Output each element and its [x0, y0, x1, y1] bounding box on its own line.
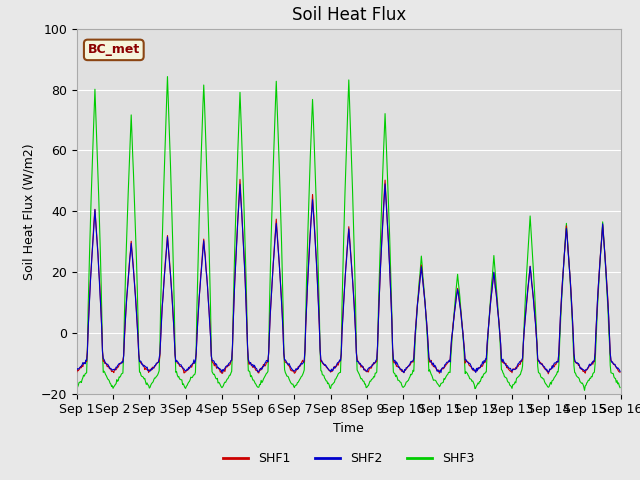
SHF3 [431, 377, 439, 383]
SHF2 [83, 358, 90, 363]
SHF3 [616, 385, 624, 391]
Line: SHF2: SHF2 [77, 184, 620, 372]
SHF3 [164, 74, 172, 80]
SHF1 [545, 371, 552, 377]
SHF1 [616, 369, 624, 375]
SHF2 [73, 367, 81, 373]
SHF2 [431, 362, 439, 368]
SHF3 [139, 374, 147, 380]
SHF1 [139, 362, 147, 368]
SHF2 [437, 370, 445, 375]
SHF3 [580, 387, 588, 393]
SHF1 [236, 177, 244, 182]
Title: Soil Heat Flux: Soil Heat Flux [292, 6, 406, 24]
SHF1 [415, 285, 423, 291]
SHF2 [415, 287, 423, 292]
SHF2 [139, 361, 147, 367]
SHF1 [431, 364, 439, 370]
Legend: SHF1, SHF2, SHF3: SHF1, SHF2, SHF3 [218, 447, 480, 470]
Y-axis label: Soil Heat Flux (W/m2): Soil Heat Flux (W/m2) [22, 143, 35, 279]
SHF1 [83, 359, 90, 365]
SHF3 [415, 280, 423, 286]
SHF2 [194, 319, 202, 325]
Line: SHF1: SHF1 [77, 180, 620, 374]
SHF1 [223, 364, 230, 370]
SHF3 [223, 376, 231, 382]
X-axis label: Time: Time [333, 422, 364, 435]
SHF2 [616, 369, 624, 374]
Text: BC_met: BC_met [88, 43, 140, 56]
SHF1 [194, 319, 202, 324]
SHF3 [73, 384, 81, 389]
SHF3 [83, 370, 90, 376]
SHF3 [195, 245, 202, 251]
SHF1 [73, 369, 81, 375]
SHF2 [223, 363, 230, 369]
Line: SHF3: SHF3 [77, 77, 620, 390]
SHF2 [381, 181, 389, 187]
